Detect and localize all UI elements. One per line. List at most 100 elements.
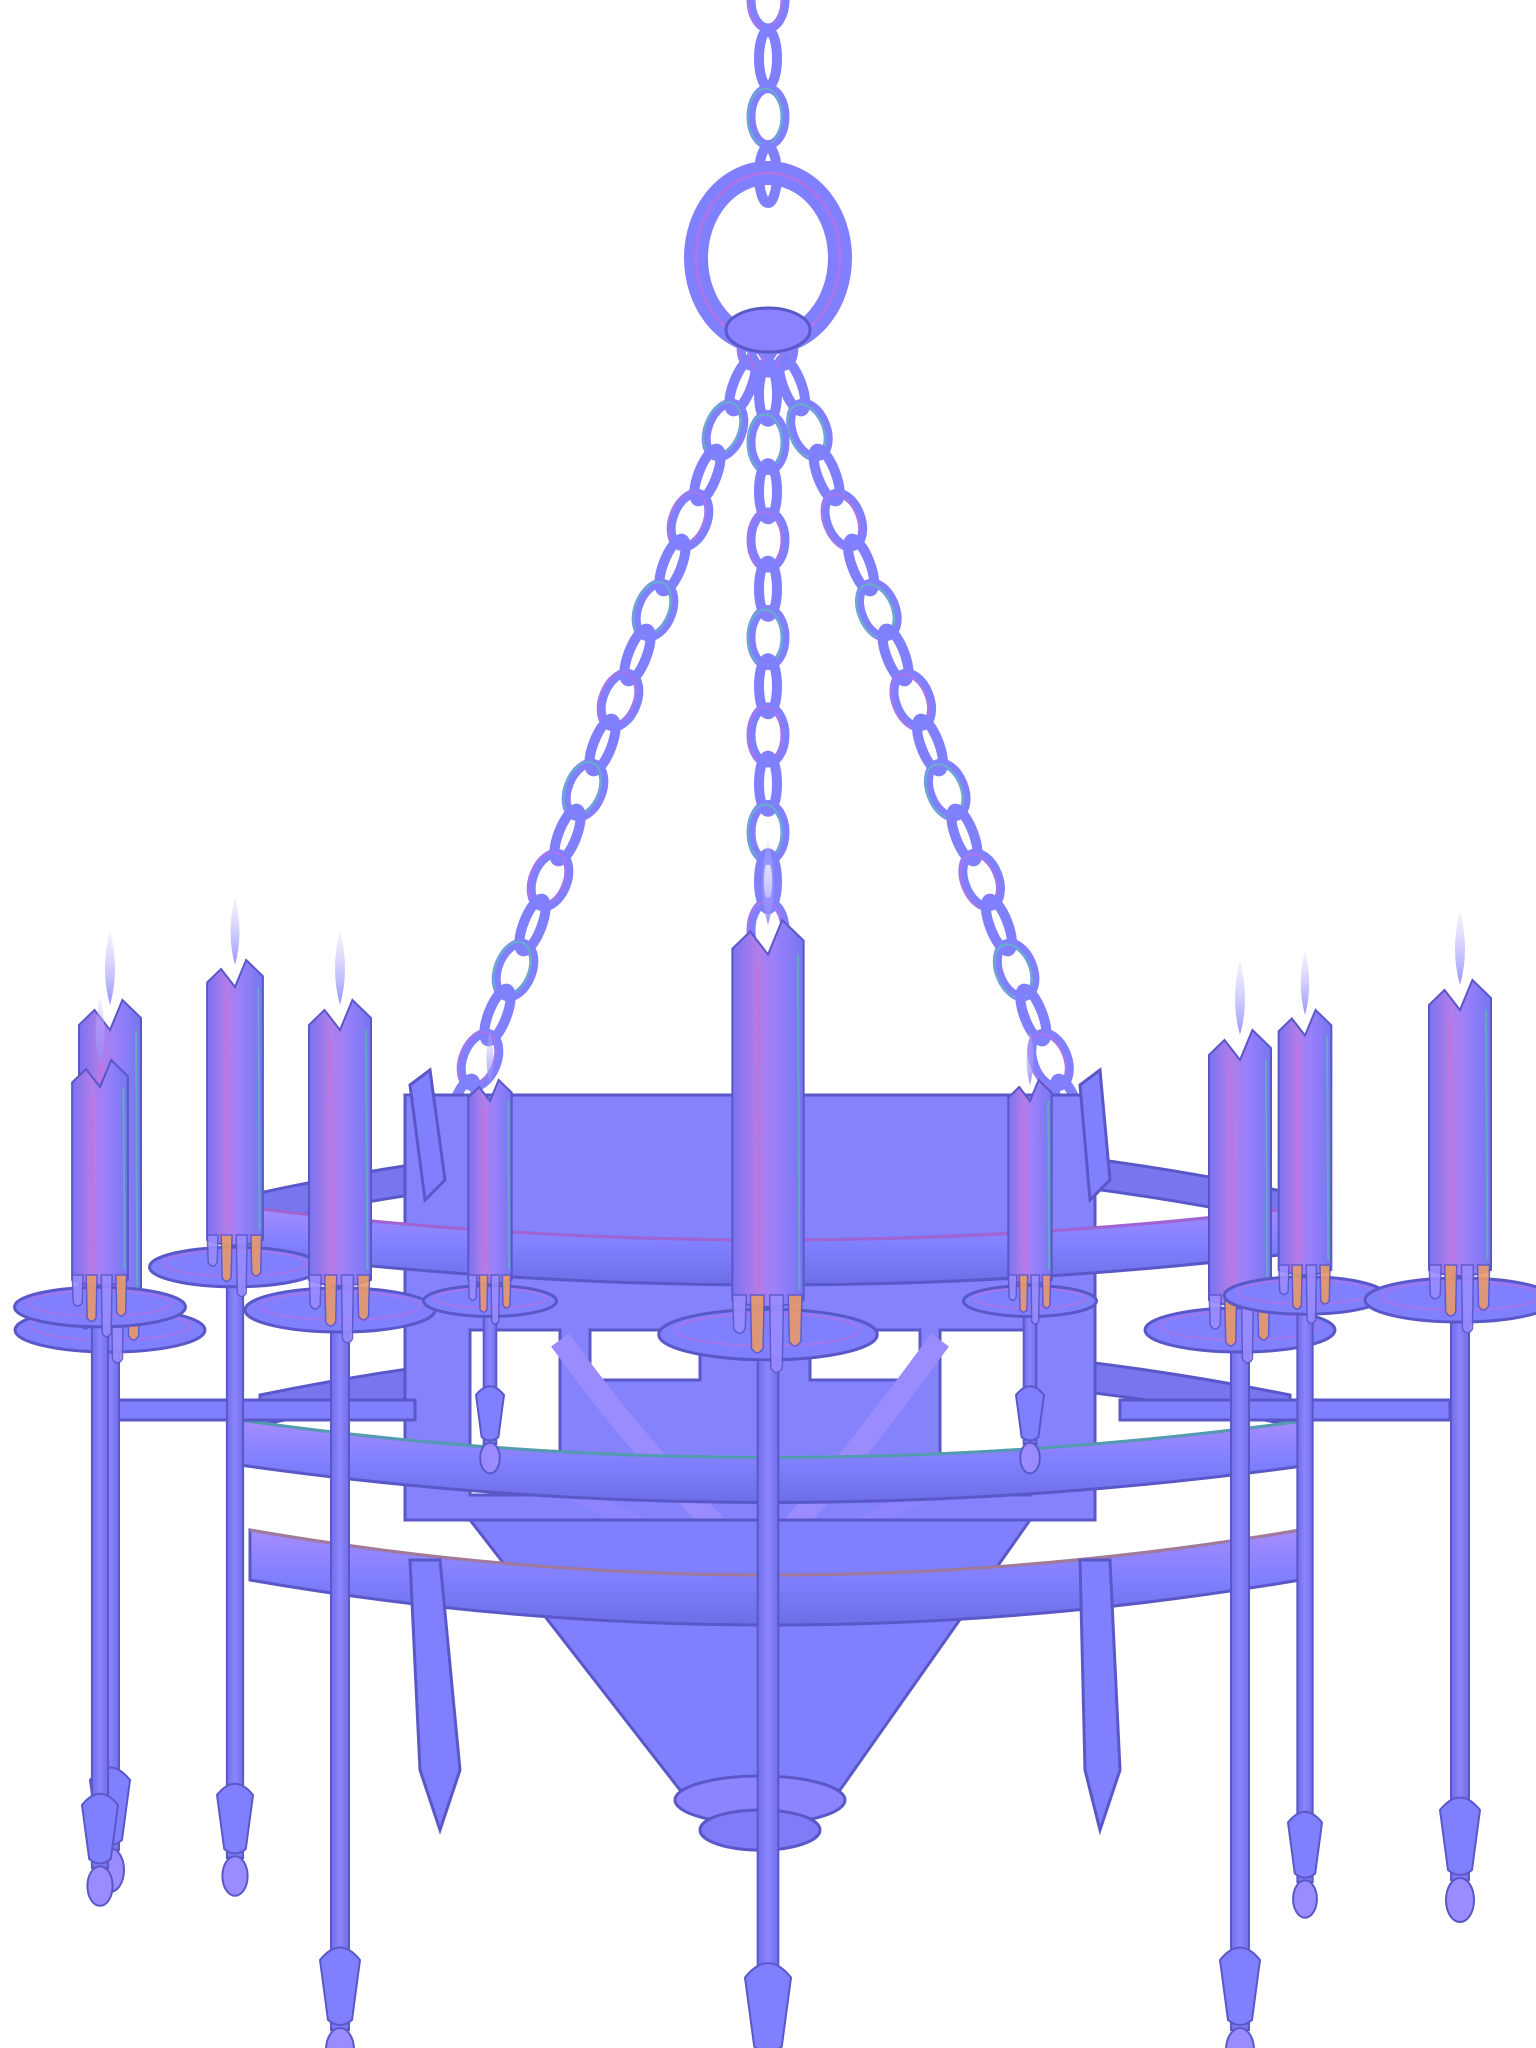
candles-group	[13, 839, 1536, 2048]
wax-drip	[749, 1294, 765, 1354]
candle-body	[467, 1078, 513, 1286]
rod-finial	[474, 1385, 506, 1442]
wax-drip	[1291, 1264, 1303, 1310]
rod-tip	[325, 2027, 355, 2048]
candle-flame	[762, 839, 774, 925]
wax-drip	[308, 1274, 322, 1310]
drip-pan-highlight	[675, 1312, 861, 1348]
rod-tip	[1292, 1879, 1318, 1919]
chain-link	[584, 713, 621, 777]
candle-flame	[1026, 1031, 1034, 1085]
drip-pan	[13, 1285, 187, 1329]
chain-link	[1015, 983, 1052, 1047]
rod-finial	[215, 1782, 255, 1855]
chain-link	[514, 893, 551, 957]
candle-body	[731, 918, 805, 1308]
chain-link	[754, 750, 782, 817]
candle-edge-highlight	[135, 1029, 139, 1291]
rod-tip	[221, 1855, 249, 1897]
drip-pan-highlight	[162, 1249, 308, 1278]
wax-drip	[1208, 1294, 1222, 1330]
wax-drip	[1305, 1264, 1318, 1325]
hanger-ring	[684, 161, 852, 355]
wax-drip	[787, 1294, 803, 1347]
rod-tip	[1019, 1441, 1041, 1475]
wax-drip	[1278, 1264, 1290, 1296]
wax-drip	[100, 1274, 113, 1338]
drip-pan	[962, 1284, 1098, 1318]
candle-rod	[756, 1345, 780, 2048]
wax-drip	[1460, 1264, 1475, 1334]
candle-flame	[1455, 910, 1465, 985]
wax-drip	[490, 1274, 501, 1325]
wax-drip	[71, 1274, 84, 1307]
wax-drip	[731, 1294, 748, 1335]
rod-finial	[1218, 1946, 1262, 2026]
candle-body	[1007, 1078, 1053, 1286]
drip-pan-highlight	[259, 1291, 421, 1321]
drip-pan-highlight	[1159, 1311, 1321, 1341]
candle-edge-highlight	[122, 1086, 126, 1271]
wax-drip	[478, 1274, 489, 1313]
candle-flame	[1235, 960, 1245, 1035]
candle-flame	[230, 897, 240, 965]
chain-link	[754, 458, 782, 525]
candle-rod	[1296, 1303, 1314, 1883]
chain-link	[689, 443, 726, 507]
candle-body	[1428, 978, 1492, 1277]
drip-pan-highlight	[27, 1289, 173, 1318]
chain-link	[877, 623, 914, 687]
wax-drip	[1428, 1264, 1442, 1300]
wax-drip	[1030, 1274, 1041, 1325]
candle-edge-highlight	[1326, 1035, 1330, 1261]
candle-body	[1277, 1008, 1333, 1277]
rod-tip	[86, 1865, 114, 1907]
rod-finial	[743, 1962, 793, 2048]
candle	[1143, 960, 1337, 2048]
wax-drip	[1319, 1264, 1331, 1305]
candle-rod	[330, 1319, 350, 2031]
rod-finial	[1438, 1796, 1482, 1876]
candle-rod	[1230, 1339, 1250, 2031]
candle-edge-highlight	[257, 986, 261, 1231]
rod-finial	[318, 1946, 362, 2026]
drip-pan	[1222, 1275, 1388, 1316]
candle-body	[71, 1058, 129, 1287]
chain-link	[946, 803, 983, 867]
candle-highlight	[755, 965, 761, 1291]
chain-link	[754, 555, 782, 622]
drip-pan-highlight	[973, 1287, 1087, 1309]
candle	[13, 997, 187, 1907]
candle-edge-highlight	[1265, 1059, 1269, 1291]
candle-highlight	[481, 1107, 487, 1271]
candle	[243, 930, 437, 2048]
wax-drip	[467, 1274, 478, 1302]
wax-drip	[235, 1234, 248, 1298]
chain-link	[654, 533, 691, 597]
candle	[422, 1031, 558, 1475]
wax-drip	[1240, 1294, 1255, 1364]
wax-drip	[768, 1294, 785, 1374]
candle-highlight	[1229, 1069, 1235, 1291]
rod-tip	[479, 1441, 501, 1475]
candle-highlight	[1021, 1107, 1027, 1271]
candle-body	[206, 958, 264, 1247]
rod-tip	[1225, 2027, 1255, 2048]
candle-body	[1208, 1028, 1272, 1307]
wax-drip	[1007, 1274, 1018, 1302]
rod-finial	[80, 1792, 120, 1865]
rod-finial	[1014, 1385, 1046, 1442]
wax-drip	[85, 1274, 98, 1323]
rod-finial	[1286, 1810, 1324, 1879]
candle-flame	[105, 930, 115, 1005]
candle	[657, 839, 879, 2048]
chain-link	[619, 623, 656, 687]
candle-highlight	[90, 1095, 95, 1271]
chain-link	[754, 25, 782, 92]
wax-drip	[1443, 1264, 1458, 1317]
wax-drip	[250, 1234, 263, 1277]
chain-link	[479, 983, 516, 1047]
candle-body	[308, 998, 372, 1287]
chain-link	[754, 653, 782, 720]
